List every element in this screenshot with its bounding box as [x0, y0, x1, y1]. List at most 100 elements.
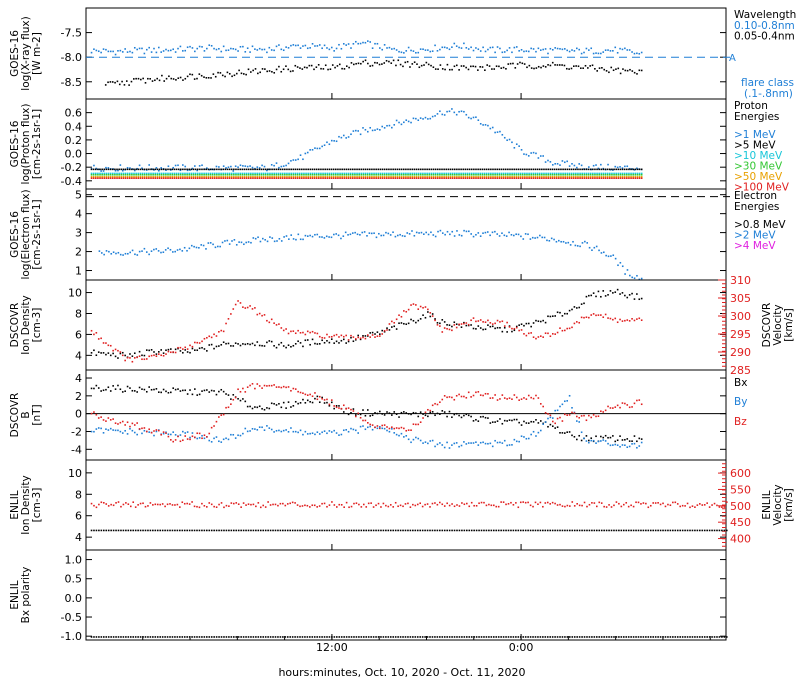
data-point — [324, 177, 326, 180]
data-point — [398, 314, 400, 317]
data-point — [614, 257, 617, 260]
data-point — [301, 168, 303, 171]
data-point — [188, 174, 191, 176]
data-point — [424, 414, 427, 417]
data-point — [543, 172, 545, 175]
data-point — [215, 335, 218, 337]
data-point — [481, 168, 484, 171]
data-point — [218, 390, 220, 393]
data-point — [162, 177, 165, 180]
data-point — [603, 636, 605, 638]
data-point — [210, 168, 213, 171]
data-point — [268, 407, 271, 410]
data-point — [242, 165, 244, 167]
data-point — [263, 48, 266, 51]
data-point — [116, 168, 118, 171]
data-point — [453, 413, 456, 416]
data-point — [451, 172, 454, 175]
data-point — [445, 168, 448, 171]
data-point — [706, 636, 708, 638]
data-point — [602, 290, 605, 292]
data-point — [611, 174, 613, 176]
data-point — [279, 172, 282, 175]
data-point — [506, 49, 508, 52]
data-point — [398, 121, 400, 124]
data-point — [309, 176, 312, 178]
data-point — [191, 47, 194, 49]
data-point — [388, 427, 391, 430]
data-point — [278, 386, 280, 388]
data-point — [491, 126, 494, 129]
data-point — [580, 415, 583, 417]
data-point — [420, 231, 423, 234]
data-point — [544, 529, 547, 532]
data-point — [513, 46, 516, 49]
data-point — [424, 177, 426, 180]
data-point — [489, 422, 492, 424]
data-point — [211, 174, 214, 176]
data-point — [225, 406, 227, 409]
data-point — [372, 529, 375, 532]
data-point — [534, 501, 537, 504]
data-point — [383, 424, 386, 426]
data-point — [222, 174, 225, 176]
data-point — [294, 400, 297, 403]
data-point — [267, 168, 269, 171]
data-point — [393, 427, 396, 430]
data-point — [441, 46, 444, 49]
data-point — [490, 172, 492, 175]
data-point — [475, 391, 477, 394]
data-point — [402, 505, 404, 508]
y-tick-label: 0 — [75, 408, 82, 421]
data-point — [598, 529, 601, 532]
data-point — [451, 177, 454, 180]
data-point — [434, 172, 437, 175]
data-point — [360, 506, 363, 508]
data-point — [633, 402, 636, 405]
data-point — [636, 399, 638, 402]
data-point — [553, 176, 556, 178]
data-point — [157, 46, 160, 49]
data-point — [498, 174, 501, 176]
data-point — [100, 252, 103, 254]
data-point — [395, 49, 398, 51]
data-point — [233, 177, 235, 180]
data-point — [358, 503, 360, 506]
data-point — [111, 172, 114, 175]
data-point — [237, 636, 240, 638]
data-point — [179, 440, 182, 443]
data-point — [367, 62, 369, 65]
data-point — [225, 393, 227, 395]
data-point — [182, 50, 184, 52]
data-point — [726, 636, 728, 638]
data-point — [713, 529, 716, 532]
data-point — [520, 424, 523, 426]
data-point — [517, 529, 520, 532]
data-point — [407, 529, 409, 532]
data-point — [326, 174, 329, 176]
data-point — [306, 529, 309, 532]
data-point — [128, 168, 131, 171]
data-point — [335, 176, 337, 178]
data-point — [158, 174, 161, 176]
data-point — [539, 501, 542, 504]
data-point — [109, 427, 112, 430]
data-point — [583, 636, 586, 638]
data-point — [446, 396, 448, 399]
data-point — [135, 172, 137, 175]
data-point — [321, 529, 323, 532]
data-point — [304, 529, 306, 532]
data-point — [116, 80, 119, 83]
data-point — [152, 177, 154, 180]
data-point — [380, 506, 382, 508]
data-point — [393, 325, 396, 328]
data-point — [218, 168, 220, 171]
data-point — [600, 529, 603, 532]
data-point — [578, 306, 581, 309]
data-point — [407, 174, 409, 176]
data-point — [330, 338, 333, 340]
data-point — [345, 529, 348, 532]
data-point — [524, 636, 527, 638]
data-point — [239, 177, 242, 180]
